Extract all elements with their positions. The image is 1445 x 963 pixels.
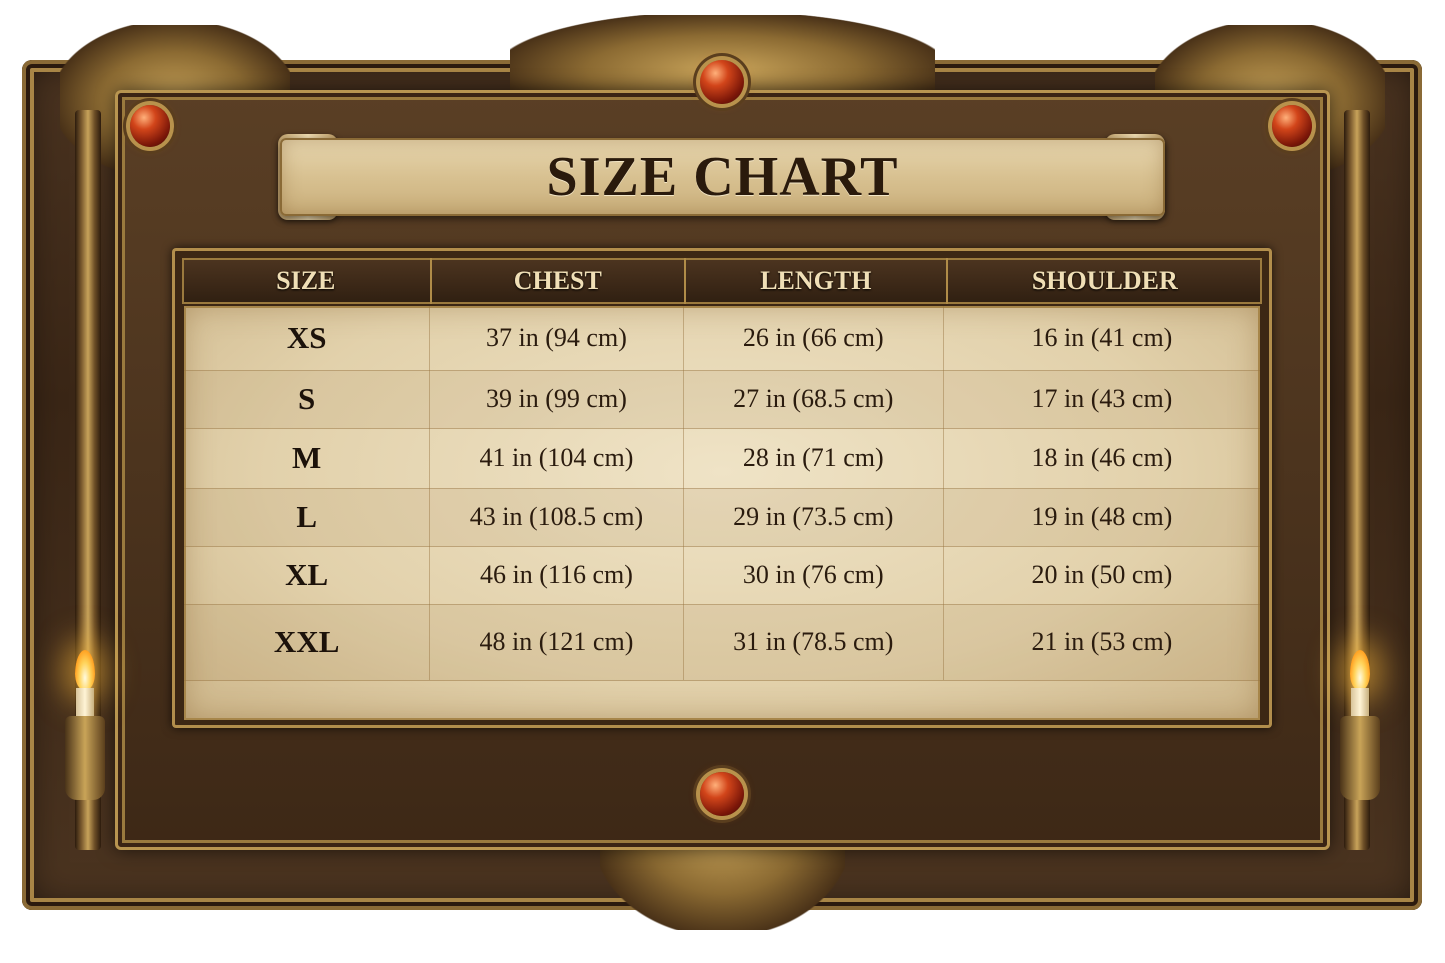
table-row: S 39 in (99 cm) 27 in (68.5 cm) 17 in (43 c… xyxy=(184,370,1260,429)
table-row: XXL 48 in (121 cm) 31 in (78.5 cm) 21 in (5… xyxy=(184,604,1260,681)
right-candle-icon xyxy=(1340,650,1380,800)
header-length: LENGTH xyxy=(686,258,948,304)
table-header: SIZE CHEST LENGTH SHOULDER xyxy=(182,258,1262,304)
cell-size: S xyxy=(184,370,431,428)
header-shoulder: SHOULDER xyxy=(1031,266,1178,295)
cell-shoulder: 21 in (53 cm) xyxy=(1031,627,1173,656)
cell-chest: 39 in (99 cm) xyxy=(430,370,684,428)
left-gem-icon xyxy=(130,105,170,147)
cell-chest: 41 in (104 cm) xyxy=(430,428,684,488)
cell-size: L xyxy=(184,488,431,546)
cell-chest: 48 in (121 cm) xyxy=(430,604,684,680)
table-row: L 43 in (108.5 cm) 29 in (73.5 cm) 19 in (4… xyxy=(184,488,1260,547)
cell-chest: 46 in (116 cm) xyxy=(430,546,684,604)
header-size: SIZE xyxy=(182,258,432,304)
cell-size: M xyxy=(184,428,431,488)
title-banner xyxy=(280,138,1165,216)
right-gem-icon xyxy=(1272,105,1312,147)
top-gem-icon xyxy=(700,60,744,104)
cell-shoulder: 19 in (48 cm) xyxy=(1031,502,1173,531)
cell-length: 31 in (78.5 cm) xyxy=(684,604,944,680)
left-candle-icon xyxy=(65,650,105,800)
cell-chest: 37 in (94 cm) xyxy=(430,306,684,370)
table-row: XS 37 in (94 cm) 26 in (66 cm) 16 in (41 cm… xyxy=(184,306,1260,371)
cell-size: XXL xyxy=(184,604,431,680)
cell-shoulder: 20 in (50 cm) xyxy=(1031,560,1173,589)
cell-shoulder: 18 in (46 cm) xyxy=(1031,443,1173,472)
table-row: M 41 in (104 cm) 28 in (71 cm) 18 in (46 cm… xyxy=(184,428,1260,489)
header-chest: CHEST xyxy=(432,258,687,304)
table-row: XL 46 in (116 cm) 30 in (76 cm) 20 in (50 c… xyxy=(184,546,1260,605)
page-title: SIZE CHART xyxy=(546,146,899,208)
table-body: XS 37 in (94 cm) 26 in (66 cm) 16 in (41 cm… xyxy=(184,306,1260,720)
cell-length: 27 in (68.5 cm) xyxy=(684,370,944,428)
cell-chest: 43 in (108.5 cm) xyxy=(430,488,684,546)
cell-size: XL xyxy=(184,546,431,604)
cell-length: 30 in (76 cm) xyxy=(684,546,944,604)
cell-size: XS xyxy=(184,306,431,370)
bottom-gem-icon xyxy=(700,772,744,816)
cell-length: 28 in (71 cm) xyxy=(684,428,944,488)
cell-length: 26 in (66 cm) xyxy=(684,306,944,370)
cell-length: 29 in (73.5 cm) xyxy=(684,488,944,546)
cell-shoulder: 16 in (41 cm) xyxy=(1031,323,1173,352)
cell-shoulder: 17 in (43 cm) xyxy=(1031,384,1173,413)
